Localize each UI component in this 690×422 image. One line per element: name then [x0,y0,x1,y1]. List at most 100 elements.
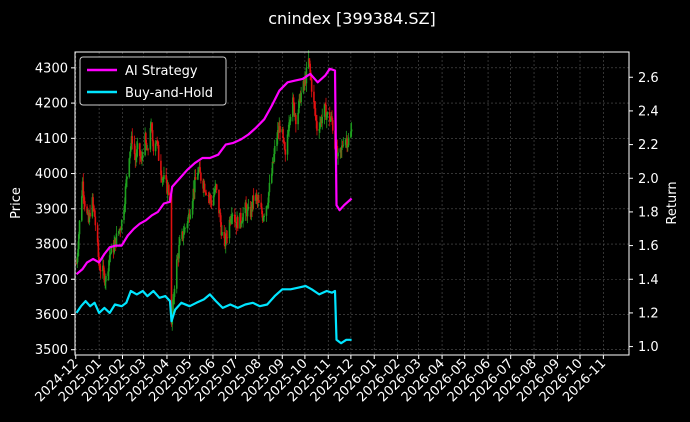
candle-body [279,126,281,133]
candle-body [108,260,110,272]
candle-body [215,184,218,190]
candle-body [157,145,160,161]
candle-body [172,297,175,300]
candle-body [203,183,206,192]
candle-body [129,151,131,159]
candle-body [316,121,318,131]
candle-body [134,154,137,161]
candle-body [272,161,275,163]
candle-body [135,157,137,161]
candle-body [255,194,258,198]
candle-body [110,246,112,254]
candle-body [266,206,269,208]
candle-body [286,134,289,155]
candle-body [302,80,305,93]
candle-body [83,195,85,201]
right-tick-label: 1.0 [638,340,659,355]
candle-body [318,129,321,131]
candle-body [309,63,311,73]
candle-body [308,58,311,64]
candle-body [231,214,234,216]
candle-body [115,233,118,247]
candle-body [184,228,186,229]
candle-body [224,233,227,246]
candle-body [93,205,95,210]
candle-body [205,192,207,195]
candle-body [284,149,287,155]
candle-body [221,232,223,236]
left-tick-label: 3700 [35,273,68,288]
candle-body [288,122,290,132]
candle-body [96,225,99,243]
candle-body [108,255,111,261]
candle-body [245,202,247,208]
candle-body [183,228,186,235]
candle-body [86,206,88,214]
candle-body [273,145,276,155]
candle-body [298,100,300,113]
candle-body [83,200,86,207]
candle-body [162,178,164,180]
candle-body [131,136,134,144]
candle-body [154,143,157,152]
candle-body [226,237,229,239]
candle-body [292,97,294,117]
candle-body [246,208,249,217]
candle-body [97,242,100,257]
candle-body [168,192,171,196]
candle-body [160,175,163,181]
candle-body [347,137,350,146]
candle-body [283,141,286,150]
candle-body [160,160,162,176]
candle-body [350,131,352,138]
right-tick-label: 1.8 [638,205,659,220]
candle-body [178,238,181,246]
candle-body [252,195,254,209]
candle-body [212,195,215,206]
candle-body [342,144,345,146]
plot-frame [74,51,630,356]
candle-body [223,232,226,239]
candle-body [151,123,153,131]
candle-body [331,116,333,121]
candle-body [289,121,291,123]
candle-body [197,172,199,180]
candle-body [276,130,279,139]
candle-body [324,104,327,105]
candle-body [237,217,239,229]
candle-body [170,195,173,325]
candle-body [124,186,127,205]
legend-label-buyhold: Buy-and-Hold [125,86,213,101]
candle-body [78,220,81,235]
right-axis: 1.0 1.2 1.4 1.6 1.8 2.0 2.2 2.4 2.6 [629,71,659,355]
candle-body [120,219,123,230]
candle-body [339,148,342,153]
candle-body [147,149,149,151]
right-tick-label: 1.4 [638,273,659,288]
candle-body [346,138,348,148]
candle-body [220,222,223,236]
candle-body [142,155,144,157]
candle-body [94,216,97,226]
candle-body [276,138,278,146]
candle-body [331,120,334,131]
candle-body [151,130,154,142]
candle-body [214,186,216,193]
candle-body [182,234,185,239]
candle-body [325,104,327,120]
candle-body [325,114,328,120]
candle-body [242,213,244,222]
candle-body [175,259,178,289]
left-tick-label: 4300 [35,61,68,76]
candle-body [107,271,109,276]
left-axis: 3500 3600 3700 3800 3900 4000 4100 4200 4300 [35,61,75,358]
candle-body [187,217,189,224]
candle-body [240,212,242,224]
candle-body [230,215,233,219]
candle-body [126,176,128,180]
candle-body [292,97,295,103]
candle-body [128,158,131,177]
candle-body [261,207,263,215]
candle-body [189,214,192,219]
candle-body [341,145,343,150]
